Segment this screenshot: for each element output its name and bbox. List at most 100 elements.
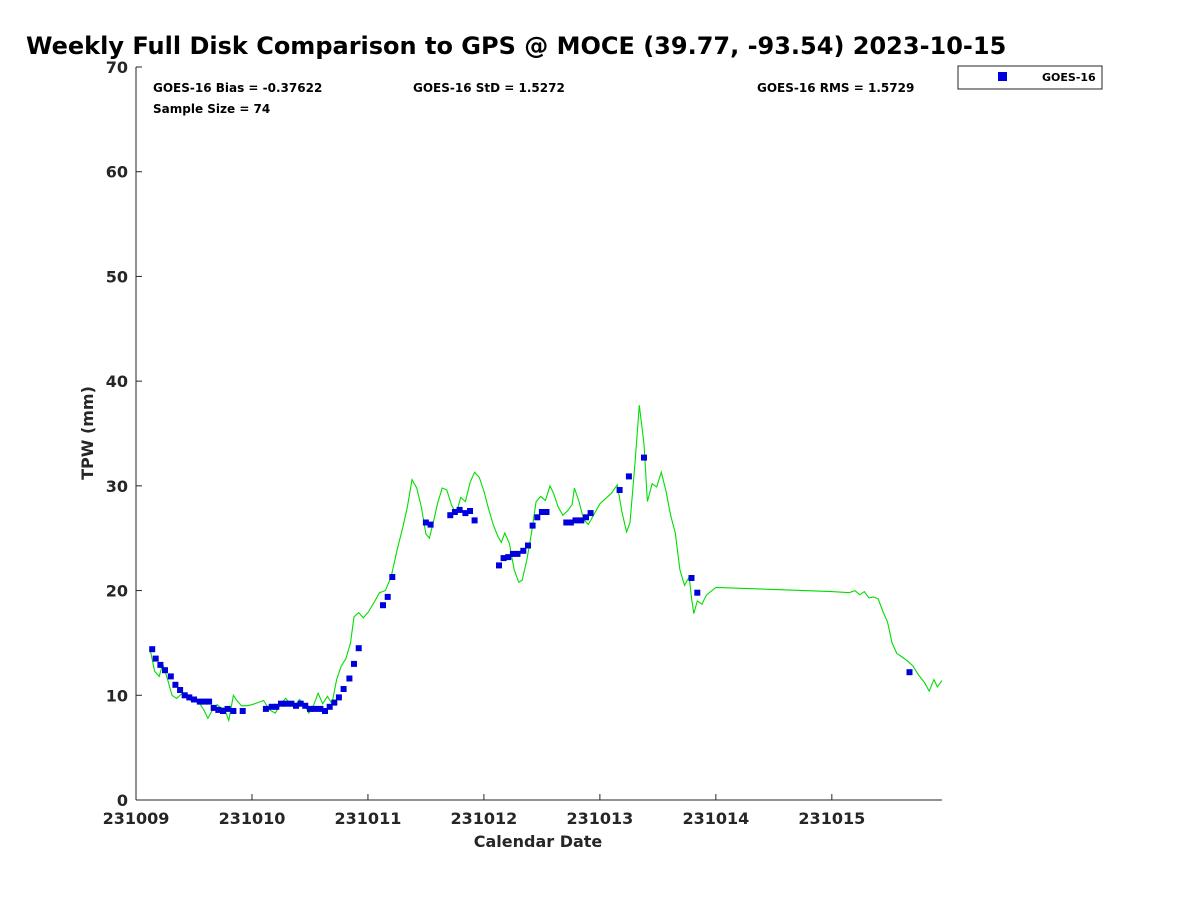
goes-16-point (157, 661, 164, 668)
x-tick-label: 231012 (451, 809, 518, 828)
goes-16-point (220, 708, 226, 714)
goes-16-point (500, 555, 507, 562)
y-axis-label: TPW (mm) (78, 386, 97, 480)
goes-16-point (268, 703, 275, 710)
y-tick-label: 70 (106, 58, 128, 77)
goes-16-point (346, 675, 353, 682)
goes-16-point (906, 669, 913, 676)
goes-16-point (384, 593, 391, 600)
goes-16-point (380, 602, 386, 609)
goes-16-point (297, 700, 304, 707)
goes-16-point (641, 454, 647, 461)
goes-16-point (467, 508, 473, 514)
y-tick-label: 40 (106, 372, 128, 391)
y-tick-label: 20 (106, 582, 128, 601)
goes-16-point (538, 509, 545, 515)
goes-16-point (567, 519, 574, 526)
goes-16-point (273, 703, 280, 710)
y-tick-label: 50 (106, 267, 128, 286)
goes-16-point (514, 550, 521, 557)
goes-16-point (447, 512, 454, 519)
goes-16-point (201, 698, 208, 705)
goes-16-point (262, 705, 269, 712)
y-tick-label: 0 (117, 791, 128, 810)
x-tick-label: 231015 (798, 809, 865, 828)
goes-16-point (688, 575, 695, 581)
sample-size-stat: Sample Size = 74 (153, 102, 270, 116)
goes-16-point (215, 706, 222, 713)
goes-16-point (162, 667, 168, 674)
goes-16-point (505, 554, 512, 561)
goes-16-point (302, 702, 309, 709)
goes-16-point (572, 517, 579, 524)
x-tick-label: 231014 (682, 809, 749, 828)
legend: GOES-16 (957, 65, 1103, 90)
goes-16-point (462, 510, 469, 517)
goes-16-point (177, 687, 184, 693)
goes-16-point (317, 705, 324, 712)
goes-16-point (456, 506, 463, 513)
goes-16-point (322, 708, 328, 714)
y-tick-label: 10 (106, 686, 128, 705)
goes-16-point (167, 673, 174, 680)
goes-16-point (496, 562, 502, 569)
goes-16-point (230, 708, 237, 714)
goes-16-point (210, 704, 217, 711)
bias-stat: GOES-16 Bias = -0.37622 (153, 81, 322, 95)
goes-16-point (278, 700, 284, 707)
goes-16-point (149, 646, 156, 653)
x-axis-ticks: 231009 231010 231011 231012 231013 231014 2310… (103, 794, 865, 828)
goes-16-point (224, 705, 231, 712)
goes-16-point (520, 547, 527, 554)
gps-series (149, 405, 943, 723)
goes-16-point (422, 519, 429, 526)
goes-16-series (149, 454, 913, 714)
goes-16-point (152, 655, 159, 662)
goes-16-point (625, 473, 632, 480)
x-tick-label: 231010 (219, 809, 286, 828)
goes-16-point (326, 703, 333, 710)
y-axis-ticks: 0 10 20 30 40 50 60 70 (106, 58, 142, 810)
goes-16-point (196, 698, 203, 705)
goes-16-point (331, 699, 338, 706)
goes-16-point (451, 509, 458, 515)
x-tick-label: 231013 (566, 809, 633, 828)
goes-16-point (355, 645, 362, 652)
goes-16-point (427, 521, 434, 528)
goes-16-point (471, 517, 478, 524)
rms-stat: GOES-16 RMS = 1.5729 (757, 81, 914, 95)
goes-16-point (206, 698, 213, 705)
goes-16-point (616, 487, 623, 493)
goes-16-point (694, 589, 701, 596)
gps-line (149, 405, 943, 723)
goes-16-point (534, 514, 541, 521)
goes-16-point (181, 692, 188, 699)
std-stat: GOES-16 StD = 1.5272 (413, 81, 565, 95)
goes-16-point (239, 708, 246, 714)
goes-16-point (282, 700, 289, 707)
goes-16-point (288, 700, 295, 707)
goes-16-point (293, 702, 299, 709)
x-tick-label: 231011 (335, 809, 402, 828)
goes-16-point (543, 509, 550, 515)
goes-16-point (186, 694, 193, 701)
x-tick-label: 231009 (103, 809, 170, 828)
legend-box (957, 65, 1103, 90)
goes-16-point (335, 694, 342, 701)
goes-16-point (389, 574, 396, 580)
goes-16-point (307, 705, 313, 712)
goes-16-point (563, 519, 570, 526)
goes-16-point (587, 510, 594, 517)
plot-area (135, 67, 942, 801)
goes-16-point (191, 696, 197, 703)
y-tick-label: 30 (106, 477, 128, 496)
goes-16-point (340, 686, 347, 692)
goes-16-point (525, 542, 531, 549)
goes-16-point (529, 522, 536, 529)
legend-label-goes-16: GOES-16 (1042, 71, 1096, 84)
chart-title: Weekly Full Disk Comparison to GPS @ MOC… (26, 32, 1006, 60)
legend-marker-goes-16 (998, 72, 1007, 81)
x-axis-label: Calendar Date (474, 832, 603, 851)
goes-16-point (351, 660, 357, 667)
